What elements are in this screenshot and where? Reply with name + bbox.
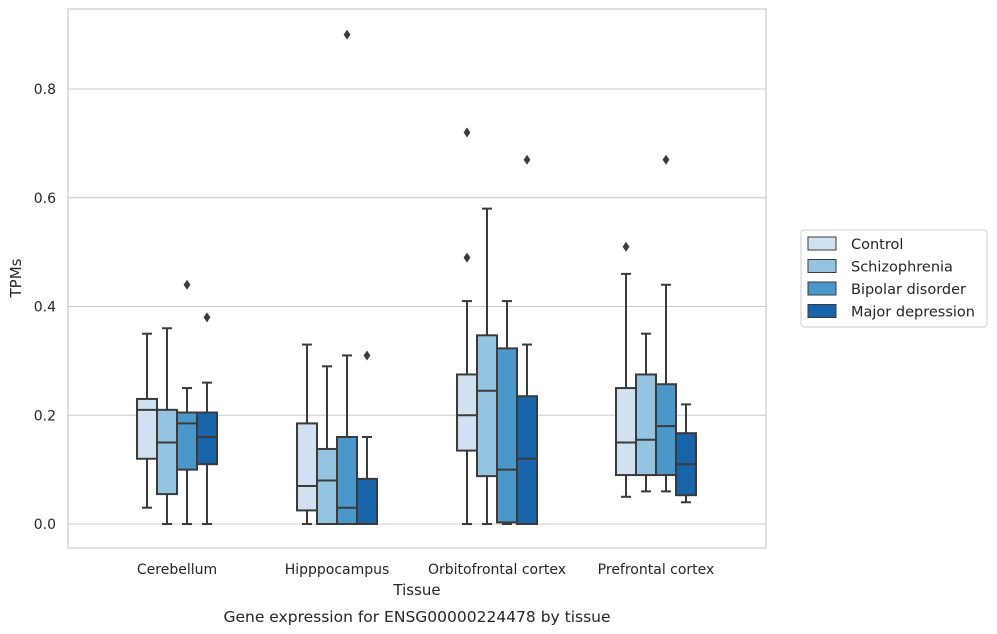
y-axis-label: TPMs: [7, 258, 25, 298]
box-element: [136, 332, 158, 509]
legend-swatch: [807, 304, 837, 318]
y-tick-label: 0.2: [34, 408, 56, 424]
box-element: [176, 279, 198, 525]
box-iqr: [136, 397, 158, 460]
x-axis-label: Tissue: [392, 581, 440, 599]
series-major-depression: [196, 154, 697, 525]
x-tick-label: Prefrontal cortex: [598, 562, 715, 578]
series-schizophrenia: [156, 207, 657, 525]
box-element: [655, 154, 677, 493]
box-element: [635, 332, 657, 493]
box-element: [316, 365, 338, 525]
box-element: [615, 241, 637, 498]
box-iqr: [496, 347, 518, 524]
x-axis-ticks: Cerebellum Hipppocampus Orbitofrontal cort…: [137, 562, 714, 578]
box-iqr: [635, 373, 657, 477]
outlier-point: [203, 312, 211, 323]
box-element: [156, 327, 178, 525]
outlier-point: [622, 241, 630, 252]
legend-label: Major depression: [851, 305, 975, 321]
box-iqr: [296, 422, 318, 512]
x-tick-label: Orbitofrontal cortex: [428, 562, 566, 578]
y-tick-label: 0.6: [34, 191, 56, 207]
box-element: [296, 343, 318, 525]
y-axis-ticks: 0.0 0.2 0.4 0.6 0.8: [34, 82, 56, 533]
outlier-point: [343, 29, 351, 40]
outlier-point: [183, 279, 191, 290]
outlier-point: [363, 350, 371, 361]
x-tick-label: Hipppocampus: [285, 562, 390, 578]
box-element: [356, 350, 378, 525]
legend-swatch: [807, 236, 837, 251]
legend-frame: [800, 229, 988, 328]
series-bipolar-disorder: [176, 29, 677, 525]
x-tick-label: Cerebellum: [137, 562, 217, 578]
box-iqr: [196, 411, 218, 466]
box-element: [196, 312, 218, 525]
box-iqr: [356, 477, 378, 525]
box-element: [516, 154, 538, 525]
y-tick-label: 0.8: [34, 82, 56, 98]
box-iqr: [516, 395, 538, 525]
plot-frame: [67, 8, 767, 549]
box-iqr: [336, 436, 358, 525]
outlier-point: [662, 154, 670, 165]
box-series-layer: [136, 29, 697, 525]
box-iqr: [156, 408, 178, 496]
legend-label: Schizophrenia: [851, 260, 953, 276]
y-tick-label: 0.0: [34, 517, 56, 533]
legend-swatch: [807, 281, 837, 296]
box-iqr: [316, 447, 338, 525]
outlier-point: [523, 154, 531, 165]
box-iqr: [476, 334, 498, 478]
box-iqr: [655, 383, 677, 477]
legend-swatch: [807, 259, 837, 273]
box-iqr: [176, 411, 198, 471]
chart-caption: Gene expression for ENSG00000224478 by t…: [223, 608, 610, 626]
outlier-point: [463, 252, 471, 263]
legend: Control Schizophrenia Bipolar disorder Majo…: [800, 229, 988, 328]
legend-label: Control: [851, 237, 903, 253]
box-element: [456, 127, 478, 525]
y-tick-label: 0.4: [34, 300, 56, 316]
box-element: [336, 29, 358, 525]
box-element: [476, 207, 498, 525]
outlier-point: [463, 127, 471, 138]
box-element: [496, 300, 518, 525]
box-element: [675, 403, 697, 504]
box-iqr: [615, 387, 637, 477]
legend-label: Bipolar disorder: [851, 282, 966, 298]
box-iqr: [456, 373, 478, 452]
